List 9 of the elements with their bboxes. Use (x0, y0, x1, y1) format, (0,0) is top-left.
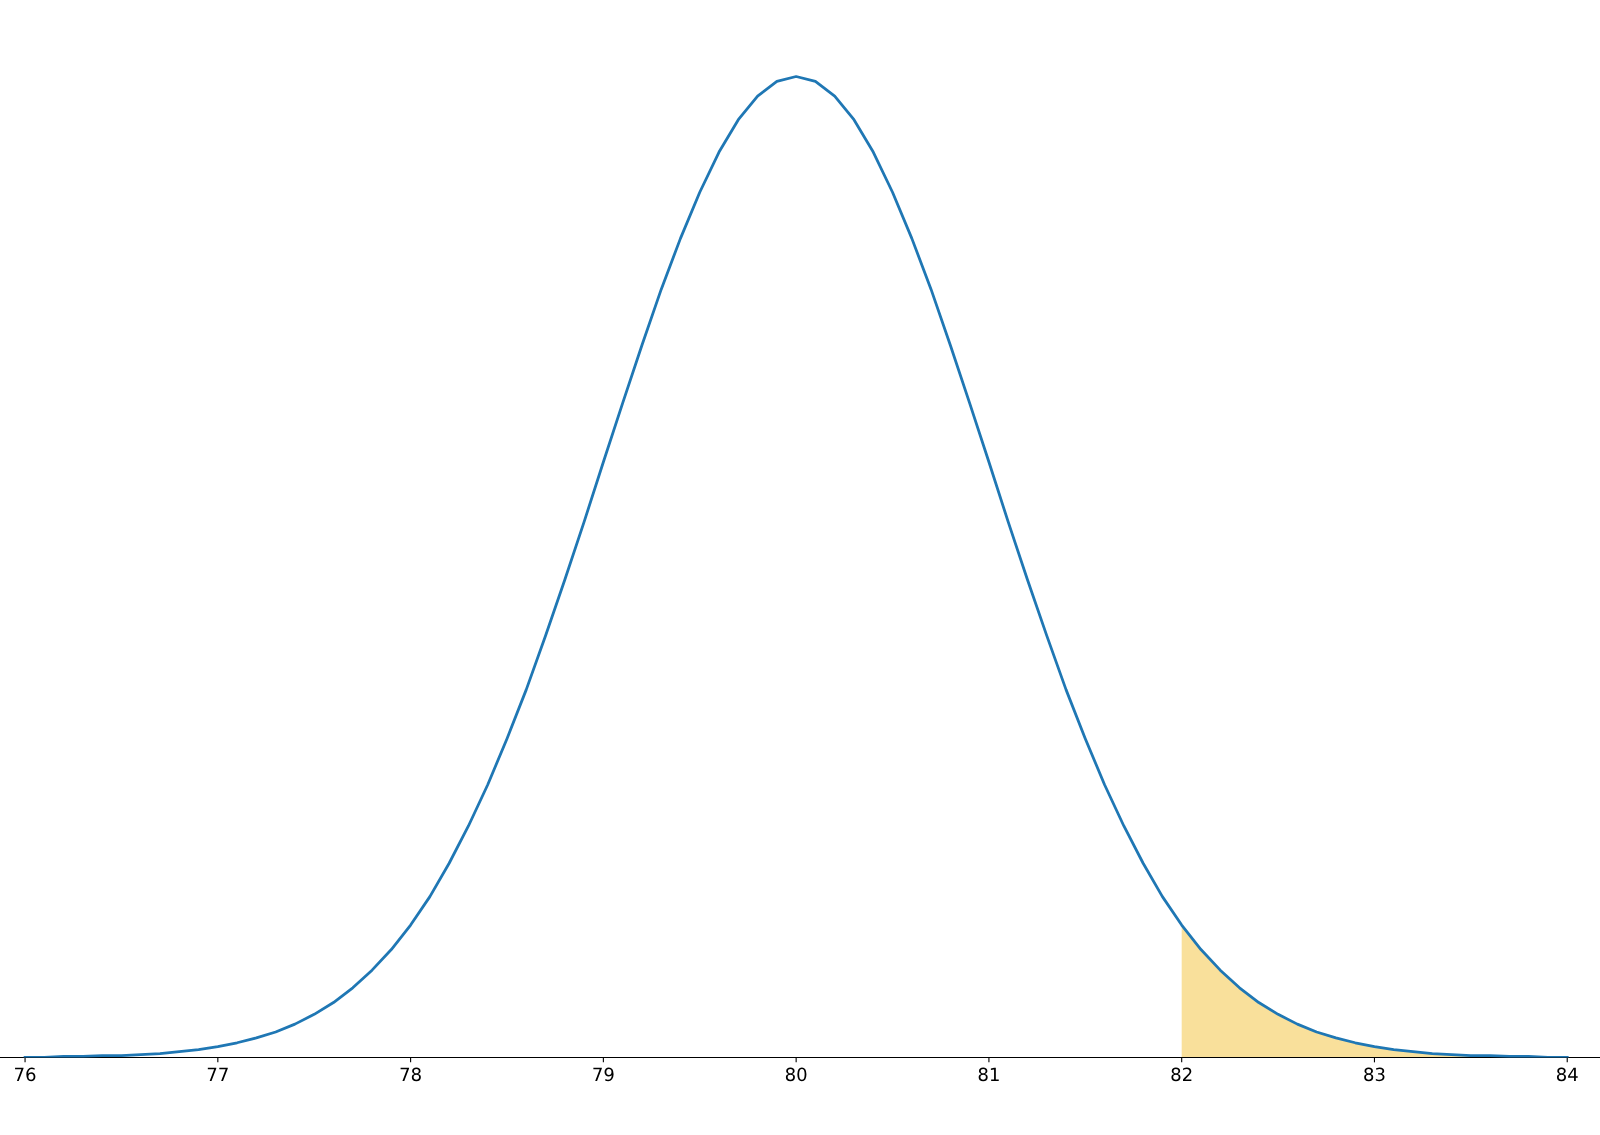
x-tick-label: 82 (1171, 1067, 1192, 1082)
x-tick-label: 81 (978, 1067, 999, 1082)
x-tick-label: 78 (400, 1067, 421, 1082)
x-tick-label: 83 (1364, 1067, 1385, 1082)
x-tick-label: 84 (1556, 1067, 1578, 1082)
x-tick-label: 76 (15, 1067, 36, 1082)
x-tick-label: 79 (593, 1067, 614, 1082)
x-tick-label: 77 (207, 1067, 228, 1081)
x-tick-label: 80 (785, 1067, 807, 1082)
